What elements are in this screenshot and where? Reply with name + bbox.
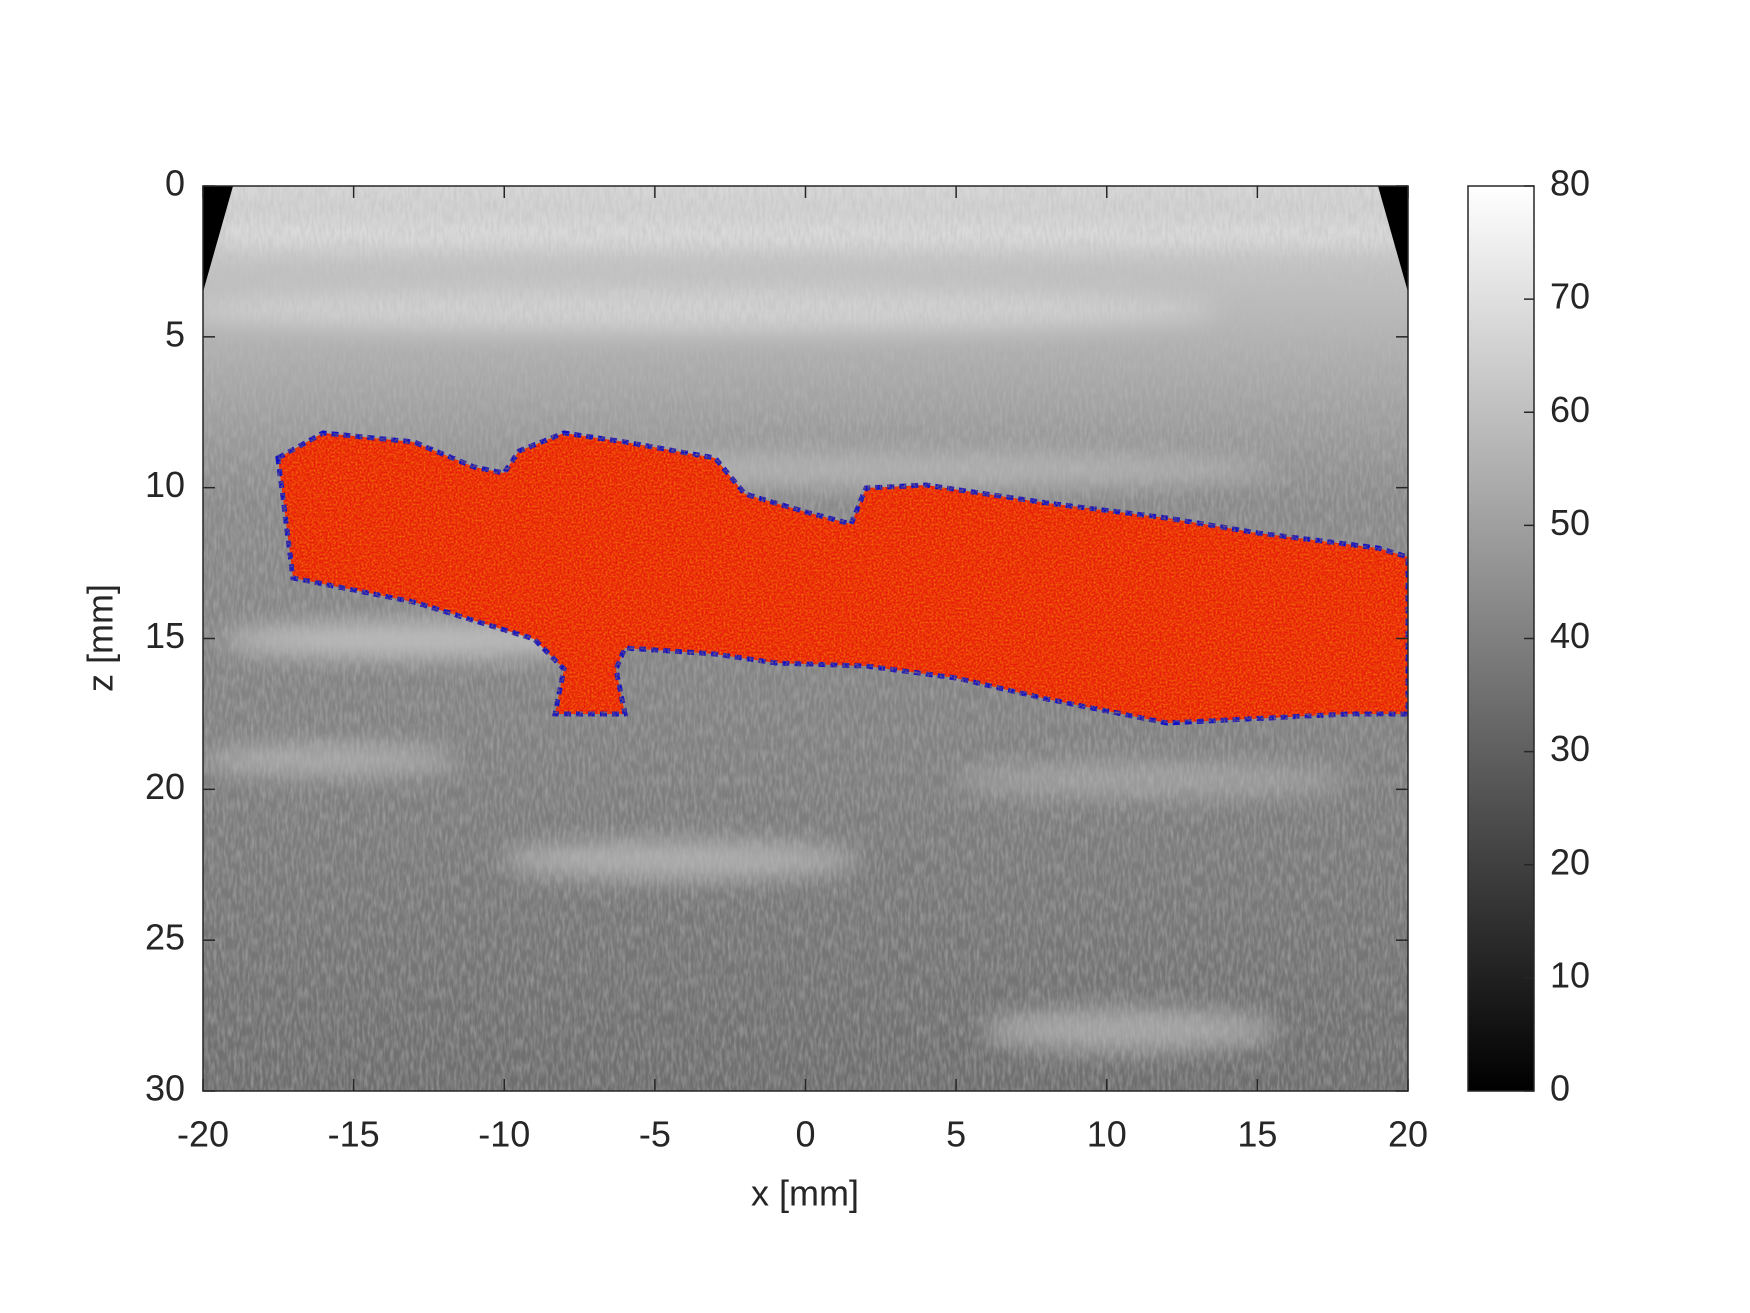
colorbar-tick-label: 0	[1550, 1068, 1570, 1109]
colorbar-tick-label: 60	[1550, 389, 1590, 430]
y-tick-label: 25	[145, 917, 185, 958]
colorbar-tick-label: 70	[1550, 276, 1590, 317]
colorbar-tick-label: 20	[1550, 841, 1590, 882]
colorbar	[1467, 185, 1535, 1092]
x-tick-label: 5	[946, 1114, 966, 1155]
y-axis-label: z [mm]	[80, 584, 121, 692]
x-tick-label: -15	[328, 1114, 380, 1155]
x-tick-label: 0	[795, 1114, 815, 1155]
x-tick-label: 15	[1237, 1114, 1277, 1155]
y-tick-label: 0	[165, 163, 185, 204]
y-tick-label: 10	[145, 464, 185, 505]
x-tick-label: 20	[1388, 1114, 1428, 1155]
colorbar-tick-label: 40	[1550, 615, 1590, 656]
y-tick-label: 20	[145, 766, 185, 807]
ultrasound-image	[203, 186, 1408, 1091]
colorbar-tick-label: 30	[1550, 728, 1590, 769]
colorbar-tick-label: 10	[1550, 954, 1590, 995]
y-tick-label: 30	[145, 1068, 185, 1109]
colorbar-tick-label: 50	[1550, 502, 1590, 543]
doppler-overlay	[275, 430, 1408, 726]
y-tick-label: 5	[165, 313, 185, 354]
x-tick-label: -10	[478, 1114, 530, 1155]
x-tick-label: 10	[1087, 1114, 1127, 1155]
x-tick-label: -20	[177, 1114, 229, 1155]
x-tick-label: -5	[639, 1114, 671, 1155]
left-corner	[203, 186, 233, 292]
right-corner	[1378, 186, 1408, 292]
colorbar-tick-label: 80	[1550, 163, 1590, 204]
x-axis-label: x [mm]	[751, 1173, 859, 1214]
y-tick-label: 15	[145, 615, 185, 656]
